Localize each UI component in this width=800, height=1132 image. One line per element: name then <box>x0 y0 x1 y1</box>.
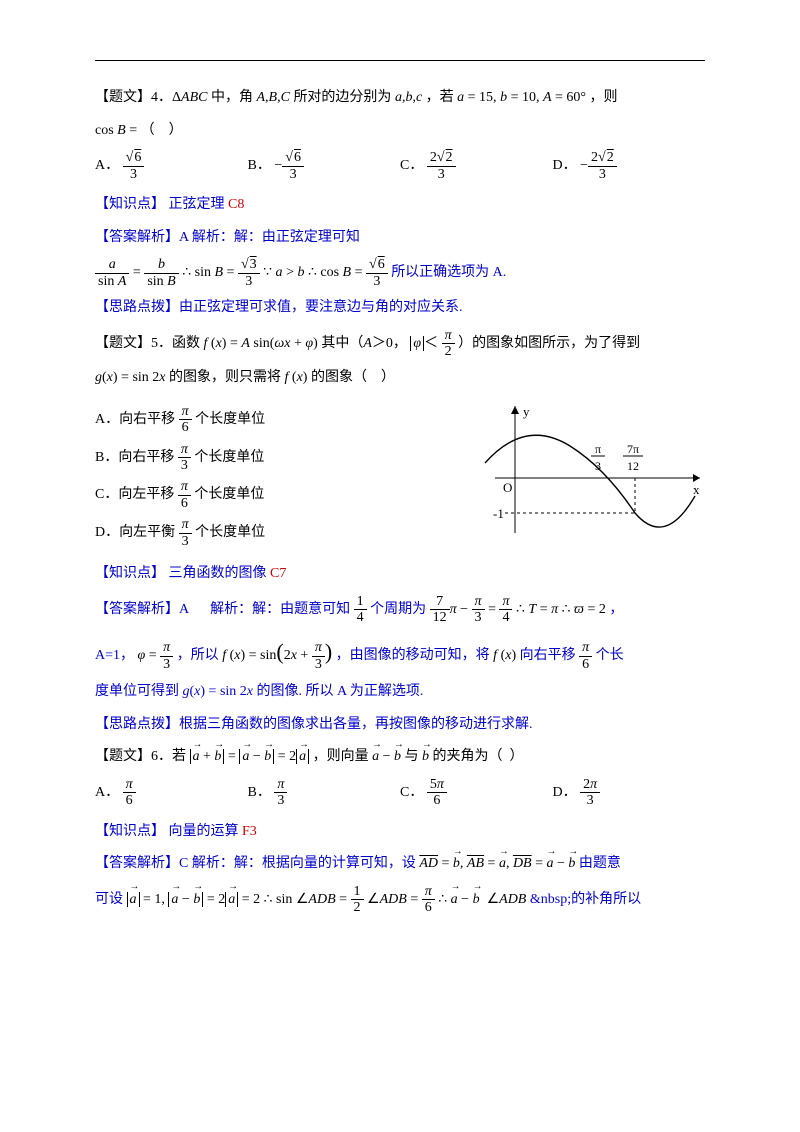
q5-optC: C．向左平移 π6 个长度单位 <box>95 479 465 511</box>
q6-ans2: 可设 a = 1, a − b = 2a = 2 ∴ sin ∠ADB = 12… <box>95 884 705 916</box>
q4-body1: ΔABC 中，角 A,B,C 所对的边分别为 a,b,c ，若 a = 15, … <box>172 90 618 105</box>
q4-ans2: asin A = bsin B ∴ sin B = √33 ∵ a > b ∴ … <box>95 257 705 289</box>
q6-kp: 【知识点】 向量的运算 F3 <box>95 819 705 846</box>
q5-kp: 【知识点】 三角函数的图像 C7 <box>95 561 705 588</box>
q4-optC: C． 2√23 <box>400 150 553 182</box>
q6-line1: 【题文】6．若 a + b = a − b = 2a ，则向量 a − b 与 … <box>95 744 705 771</box>
q6-optC: C． 5π6 <box>400 777 553 809</box>
svg-text:y: y <box>523 404 530 419</box>
q5-opts-graph: A．向右平移 π6 个长度单位 B．向右平移 π3 个长度单位 C．向左平移 π… <box>95 398 705 555</box>
top-rule <box>95 60 705 61</box>
q4-options: A． √63 B． −√63 C． 2√23 D． −2√23 <box>95 150 705 182</box>
q5-optA: A．向右平移 π6 个长度单位 <box>95 404 465 436</box>
svg-text:7π: 7π <box>627 442 639 456</box>
q5-ans2: A=1， φ = π3 ，所以 f (x) = sin(2x + π3) ，由图… <box>95 631 705 673</box>
q4-tip: 【思路点拨】由正弦定理可求值，要注意边与角的对应关系. <box>95 295 705 322</box>
svg-text:O: O <box>503 480 512 495</box>
q4-optA: A． √63 <box>95 150 248 182</box>
q6-ans1: 【答案解析】C 解析：解：根据向量的计算可知，设 AD = b, AB = a,… <box>95 851 705 878</box>
q5-optB: B．向右平移 π3 个长度单位 <box>95 442 465 474</box>
svg-text:-1: -1 <box>493 506 504 521</box>
q6-options: A． π6 B． π3 C． 5π6 D． 2π3 <box>95 777 705 809</box>
q4-optD: D． −2√23 <box>553 150 706 182</box>
q5-options: A．向右平移 π6 个长度单位 B．向右平移 π3 个长度单位 C．向左平移 π… <box>95 398 465 555</box>
svg-text:12: 12 <box>627 459 639 473</box>
q4-line2: cos B = （ ） <box>95 118 705 145</box>
page: 【题文】4．ΔABC 中，角 A,B,C 所对的边分别为 a,b,c ，若 a … <box>0 0 800 1132</box>
q5-optD: D．向左平衡 π3 个长度单位 <box>95 517 465 549</box>
q6-optA: A． π6 <box>95 777 248 809</box>
q5-ans1: 【答案解析】A 解析：解：由题意可知 14 个周期为 712π − π3 = π… <box>95 594 705 626</box>
svg-text:x: x <box>693 482 700 497</box>
q5-line1: 【题文】5．函数 f (x) = A sin(ωx + φ) 其中（A＞0， φ… <box>95 328 705 360</box>
q4-ans1: 【答案解析】A 解析：解：由正弦定理可知 <box>95 225 705 252</box>
q4-line1: 【题文】4．ΔABC 中，角 A,B,C 所对的边分别为 a,b,c ，若 a … <box>95 85 705 112</box>
q4-kp: 【知识点】 正弦定理 C8 <box>95 192 705 219</box>
q4-prefix: 【题文】4． <box>95 90 172 105</box>
q4-optB: B． −√63 <box>248 150 401 182</box>
svg-text:π: π <box>595 442 601 456</box>
q6-optB: B． π3 <box>248 777 401 809</box>
q6-optD: D． 2π3 <box>553 777 706 809</box>
q5-ans3: 度单位可得到 g(x) = sin 2x 的图像. 所以 A 为正解选项. <box>95 679 705 706</box>
q5-tip: 【思路点拨】根据三角函数的图像求出各量，再按图像的移动进行求解. <box>95 712 705 739</box>
q5-line2: g(x) = sin 2x 的图象，则只需将 f (x) 的图象（ ） <box>95 365 705 392</box>
sine-graph: y x O -1 π 3 7π 12 <box>475 398 705 543</box>
